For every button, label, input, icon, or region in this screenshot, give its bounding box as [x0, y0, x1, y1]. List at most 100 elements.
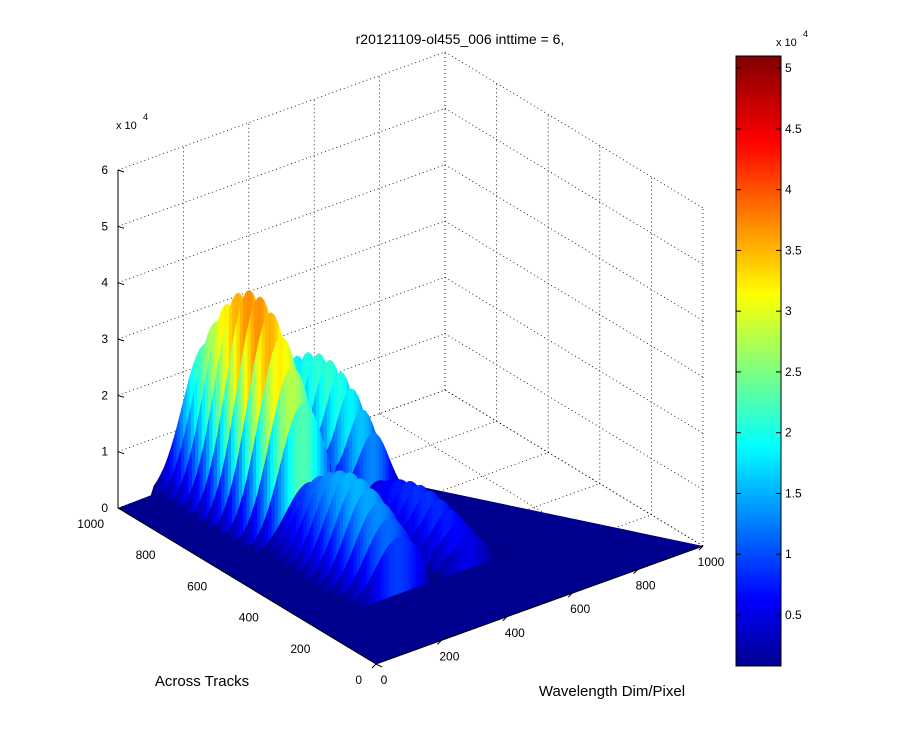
surface-ribbon — [491, 547, 495, 561]
surface-ribbon — [412, 542, 417, 589]
surface-ribbon — [373, 565, 378, 603]
surface-ribbon — [451, 546, 456, 575]
z-tick-label: 6 — [101, 163, 108, 177]
surface-ribbon — [406, 537, 410, 592]
colorbar-tick-label: 1.5 — [785, 486, 802, 500]
surface-ribbon — [389, 539, 394, 598]
x-tick-label: 0 — [381, 673, 388, 687]
surface-mesh — [150, 289, 518, 614]
y-axis-line — [117, 507, 377, 665]
surface-ribbon — [422, 553, 427, 586]
grid-line — [444, 220, 704, 378]
surface-ribbon — [461, 536, 466, 572]
surface-ribbon — [445, 555, 450, 577]
surface-ribbon — [493, 538, 498, 541]
colorbar-tick-label: 1 — [785, 547, 792, 561]
colorbar-tick-label: 0.5 — [785, 608, 802, 622]
surface-ribbon — [503, 544, 508, 547]
y-tick-label: 400 — [239, 611, 259, 625]
surface-ribbon — [468, 534, 472, 569]
surface-ribbon — [409, 539, 414, 590]
x-axis-label: Wavelength Dim/Pixel — [539, 683, 685, 700]
colorbar-multiplier-base: x 10 — [776, 37, 797, 49]
surface-ribbon — [494, 549, 499, 560]
z-tick — [117, 338, 125, 342]
grid-line — [117, 107, 446, 227]
x-axis-line — [375, 545, 704, 665]
surface-ribbon — [497, 551, 502, 559]
x-tick — [698, 545, 704, 551]
x-tick-label: 800 — [636, 579, 656, 593]
grid-line — [117, 164, 446, 284]
surface-ribbon — [442, 558, 446, 579]
colorbar-tick-label: 4.5 — [785, 122, 802, 136]
y-tick — [117, 507, 125, 512]
surface-ribbon — [163, 459, 168, 492]
colorbar-ticks: 0.5 1 1.5 2 2.5 3 3.5 4 4.5 5 — [736, 61, 802, 622]
surface-ribbon — [419, 549, 423, 587]
surface-ribbon — [432, 575, 437, 582]
y-axis-label: Across Tracks — [155, 673, 249, 690]
x-tick-label: 200 — [439, 649, 459, 663]
x-tick — [371, 663, 377, 669]
grid-line — [444, 333, 704, 491]
surface-ribbon — [396, 536, 401, 595]
y-tick-label: 0 — [355, 673, 362, 687]
colorbar-multiplier-exp: 4 — [803, 29, 808, 39]
z-tick — [117, 282, 125, 286]
z-tick — [117, 451, 125, 455]
chart-title: r20121109-ol455_006 inttime = 6, — [356, 31, 565, 47]
x-tick-label: 600 — [570, 602, 590, 616]
y-tick-label: 1000 — [77, 517, 104, 531]
x-tick-label: 400 — [505, 626, 525, 640]
surface-ribbon — [513, 550, 518, 553]
surface-ribbon — [153, 480, 158, 496]
z-multiplier-exp: 4 — [143, 112, 148, 122]
surface-ribbon — [156, 474, 161, 495]
x-tick — [437, 640, 442, 645]
surface-ribbon — [483, 532, 488, 534]
surface-ribbon — [478, 537, 482, 566]
colorbar — [735, 55, 782, 667]
z-tick-label: 5 — [101, 219, 108, 233]
surface-ribbon — [376, 559, 381, 602]
y-tick — [272, 601, 280, 606]
y-tick-label: 800 — [136, 548, 156, 562]
z-tick — [117, 225, 125, 229]
y-tick — [169, 538, 176, 543]
x-tick — [567, 592, 573, 598]
grid-line — [444, 107, 704, 265]
y-tick-label: 600 — [187, 579, 207, 593]
colorbar-tick-label: 4 — [785, 183, 792, 197]
surface-ribbon — [386, 543, 391, 599]
surface-ribbon — [393, 537, 397, 596]
colorbar-tick-label: 2 — [785, 426, 792, 440]
surface-ribbon — [432, 548, 436, 573]
surface-ribbon — [484, 542, 489, 563]
x-tick — [633, 569, 638, 574]
surface-ribbon — [160, 467, 165, 494]
surface-ribbon — [379, 553, 384, 601]
surface-ribbon — [471, 534, 476, 568]
axes: 0 1 2 3 4 5 6 0 200 400 600 800 1000 0 200 400 600 800 100… — [77, 163, 724, 687]
surface-ribbon — [435, 574, 440, 581]
surface-ribbon — [463, 520, 468, 522]
surface-ribbon — [487, 545, 492, 562]
surface-ribbon — [150, 485, 155, 497]
y-tick — [324, 632, 331, 637]
surface-ribbon — [473, 526, 478, 528]
surface-ribbon — [428, 576, 433, 583]
surface-ribbon — [458, 539, 463, 573]
surface-ribbon — [455, 542, 459, 574]
surface-ribbon — [383, 547, 387, 600]
z-tick-label: 2 — [101, 388, 108, 402]
z-tick-label: 3 — [101, 332, 108, 346]
z-tick-label: 4 — [101, 276, 108, 290]
grid-line — [444, 51, 704, 209]
colorbar-tick-label: 2.5 — [785, 365, 802, 379]
surface-ribbon — [464, 534, 469, 570]
surface-ribbon — [435, 544, 440, 571]
surface-ribbon — [370, 572, 374, 605]
